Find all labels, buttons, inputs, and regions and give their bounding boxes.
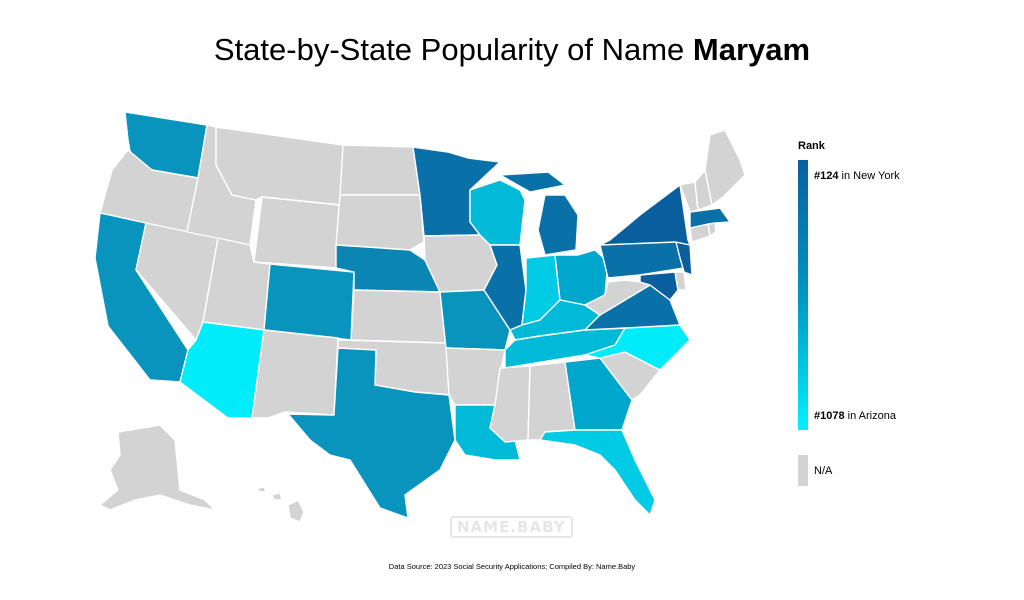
state-north-dakota[interactable]: [339, 144, 421, 196]
state-rhode-island[interactable]: [707, 222, 717, 237]
legend-gradient-bar: [798, 160, 808, 430]
state-michigan[interactable]: [499, 171, 579, 256]
data-source-note: Data Source: 2023 Social Security Applic…: [388, 562, 636, 571]
legend-title: Rank: [798, 140, 825, 152]
legend-top-label: #124 in New York: [814, 170, 900, 182]
legend-top-rank: #124: [814, 170, 839, 182]
legend-na-label: N/A: [814, 465, 833, 477]
state-south-dakota[interactable]: [335, 194, 425, 251]
map-title: State-by-State Popularity of Name Maryam: [0, 30, 1024, 70]
state-massachusetts[interactable]: [689, 207, 731, 229]
state-wyoming[interactable]: [253, 196, 341, 269]
state-new-york[interactable]: [599, 184, 691, 246]
legend-bottom-label: #1078 in Arizona: [814, 410, 896, 422]
watermark-logo: NAME.BABY: [450, 516, 573, 538]
state-kansas[interactable]: [350, 289, 447, 344]
legend-top-text: in New York: [838, 170, 900, 182]
state-maine[interactable]: [704, 129, 746, 206]
title-prefix: State-by-State Popularity of Name: [213, 32, 693, 67]
state-new-mexico[interactable]: [251, 329, 339, 419]
state-texas[interactable]: [287, 347, 456, 519]
state-delaware[interactable]: [674, 271, 687, 291]
state-north-carolina[interactable]: [584, 324, 691, 371]
state-alaska[interactable]: [99, 424, 216, 511]
state-florida[interactable]: [539, 429, 656, 516]
legend-bottom-text: in Arizona: [844, 410, 896, 422]
legend-bottom-rank: #1078: [814, 410, 845, 422]
state-montana[interactable]: [215, 126, 344, 206]
title-name: Maryam: [692, 32, 811, 67]
state-georgia[interactable]: [564, 357, 633, 431]
state-colorado[interactable]: [263, 263, 355, 341]
legend-na-swatch: [798, 455, 808, 486]
state-hawaii[interactable]: [257, 486, 305, 523]
